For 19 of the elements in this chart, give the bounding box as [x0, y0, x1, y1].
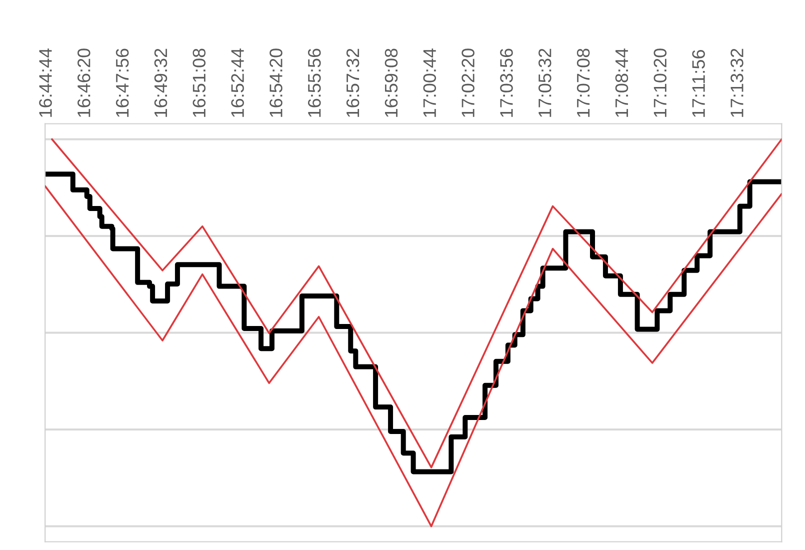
x-tick-label: 16:44:44 [39, 48, 52, 117]
x-tick-label: 17:02:20 [462, 48, 474, 117]
x-tick-label: 17:10:20 [654, 48, 667, 117]
x-tick-label: 16:54:20 [270, 48, 282, 117]
x-tick-label: 17:08:44 [615, 48, 628, 117]
x-tick-label: 17:03:56 [500, 48, 513, 117]
x-tick-label: 16:47:56 [116, 48, 129, 117]
x-tick-label: 17:07:08 [576, 48, 590, 117]
x-tick-label: 16:46:20 [78, 48, 90, 117]
x-tick-label: 17:11:56 [692, 50, 705, 117]
x-tick-label: 16:51:08 [192, 48, 206, 117]
x-tick-label: 16:55:56 [308, 48, 321, 117]
x-tick-label: 16:57:32 [346, 48, 360, 117]
x-tick-label: 17:13:32 [730, 48, 744, 117]
x-tick-label: 16:59:08 [384, 48, 398, 117]
x-tick-label: 16:49:32 [154, 48, 168, 117]
x-tick-label: 17:00:44 [423, 48, 436, 117]
x-tick-label: 17:05:32 [538, 48, 552, 117]
x-tick-label: 16:52:44 [231, 48, 244, 117]
